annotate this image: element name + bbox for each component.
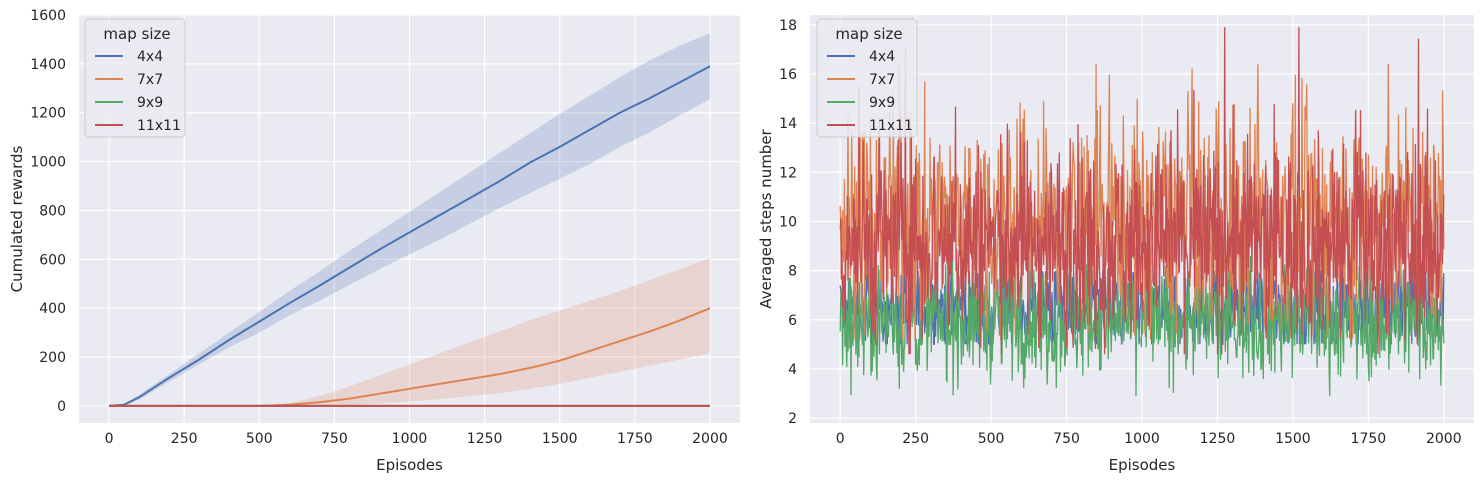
y-tick-label: 600: [39, 252, 66, 268]
x-tick-label: 500: [978, 431, 1005, 447]
y-tick-label: 12: [779, 165, 797, 181]
band-7x7: [109, 258, 710, 406]
y-tick-label: 8: [788, 264, 797, 280]
x-tick-label: 1500: [1275, 431, 1311, 447]
x-tick-label: 1250: [1200, 431, 1236, 447]
legend-item-9x9: 9x9: [869, 95, 895, 111]
right-series-lines: [839, 27, 1445, 397]
x-tick-label: 250: [171, 431, 198, 447]
y-tick-label: 4: [788, 362, 797, 378]
x-tick-label: 750: [321, 431, 348, 447]
left-y-axis-label: Cumulated rewards: [8, 146, 26, 293]
right-legend: map size 4x4 7x7 9x9 11x11: [816, 18, 918, 138]
x-tick-label: 2000: [692, 431, 728, 447]
right-x-tick-labels: 0 250 500 750 1000 1250 1500 1750 2000: [836, 431, 1462, 447]
legend-title: map size: [103, 25, 170, 43]
legend-item-11x11: 11x11: [137, 118, 181, 134]
y-tick-label: 0: [57, 399, 66, 415]
legend-item-7x7: 7x7: [869, 72, 895, 88]
left-chart: 0 250 500 750 1000 1250 1500 1750 2000 0 200 400 60…: [8, 8, 740, 474]
y-tick-label: 1400: [30, 57, 66, 73]
series-line-4x4: [108, 65, 711, 407]
legend-item-4x4: 4x4: [137, 49, 163, 65]
legend-title: map size: [835, 25, 902, 43]
x-tick-label: 750: [1053, 431, 1080, 447]
y-tick-label: 1600: [30, 8, 66, 24]
series-line-7x7: [109, 307, 711, 407]
right-y-axis-label: Averaged steps number: [757, 128, 775, 308]
y-tick-label: 1000: [30, 155, 66, 171]
y-tick-label: 14: [779, 116, 797, 132]
x-tick-label: 1000: [392, 431, 428, 447]
x-tick-label: 1750: [617, 431, 653, 447]
y-tick-label: 6: [788, 313, 797, 329]
right-x-axis-label: Episodes: [1109, 456, 1176, 474]
left-series-lines: [108, 65, 711, 407]
x-tick-label: 2000: [1426, 431, 1462, 447]
y-tick-label: 2: [788, 411, 797, 427]
x-tick-label: 1500: [542, 431, 578, 447]
legend-item-9x9: 9x9: [137, 95, 163, 111]
y-tick-label: 18: [779, 18, 797, 34]
left-x-axis-label: Episodes: [376, 456, 443, 474]
y-tick-label: 400: [39, 301, 66, 317]
x-tick-label: 500: [246, 431, 273, 447]
legend-item-11x11: 11x11: [869, 118, 913, 134]
right-chart: 0 250 500 750 1000 1250 1500 1750 2000 2 4 6 8 10 12 1…: [757, 15, 1474, 474]
y-tick-label: 800: [39, 203, 66, 219]
band-4x4: [109, 33, 710, 406]
x-tick-label: 0: [836, 431, 845, 447]
legend-item-4x4: 4x4: [869, 49, 895, 65]
x-tick-label: 0: [105, 431, 114, 447]
legend-box: [816, 18, 918, 138]
left-confidence-bands: [109, 33, 710, 406]
left-legend: map size 4x4 7x7 9x9 11x11: [84, 18, 186, 138]
x-tick-label: 1000: [1124, 431, 1160, 447]
y-tick-label: 10: [779, 214, 797, 230]
x-tick-label: 1750: [1351, 431, 1387, 447]
y-tick-label: 16: [779, 67, 797, 83]
series-line-11x11: [839, 27, 1445, 355]
y-tick-label: 1200: [30, 106, 66, 122]
legend-item-7x7: 7x7: [137, 72, 163, 88]
legend-box: [84, 18, 186, 138]
y-tick-label: 200: [39, 350, 66, 366]
x-tick-label: 250: [902, 431, 929, 447]
left-y-tick-labels: 0 200 400 600 800 1000 1200 1400 1600: [30, 8, 66, 415]
left-x-tick-labels: 0 250 500 750 1000 1250 1500 1750 2000: [105, 431, 728, 447]
right-y-tick-labels: 2 4 6 8 10 12 14 16 18: [779, 18, 797, 427]
x-tick-label: 1250: [467, 431, 503, 447]
